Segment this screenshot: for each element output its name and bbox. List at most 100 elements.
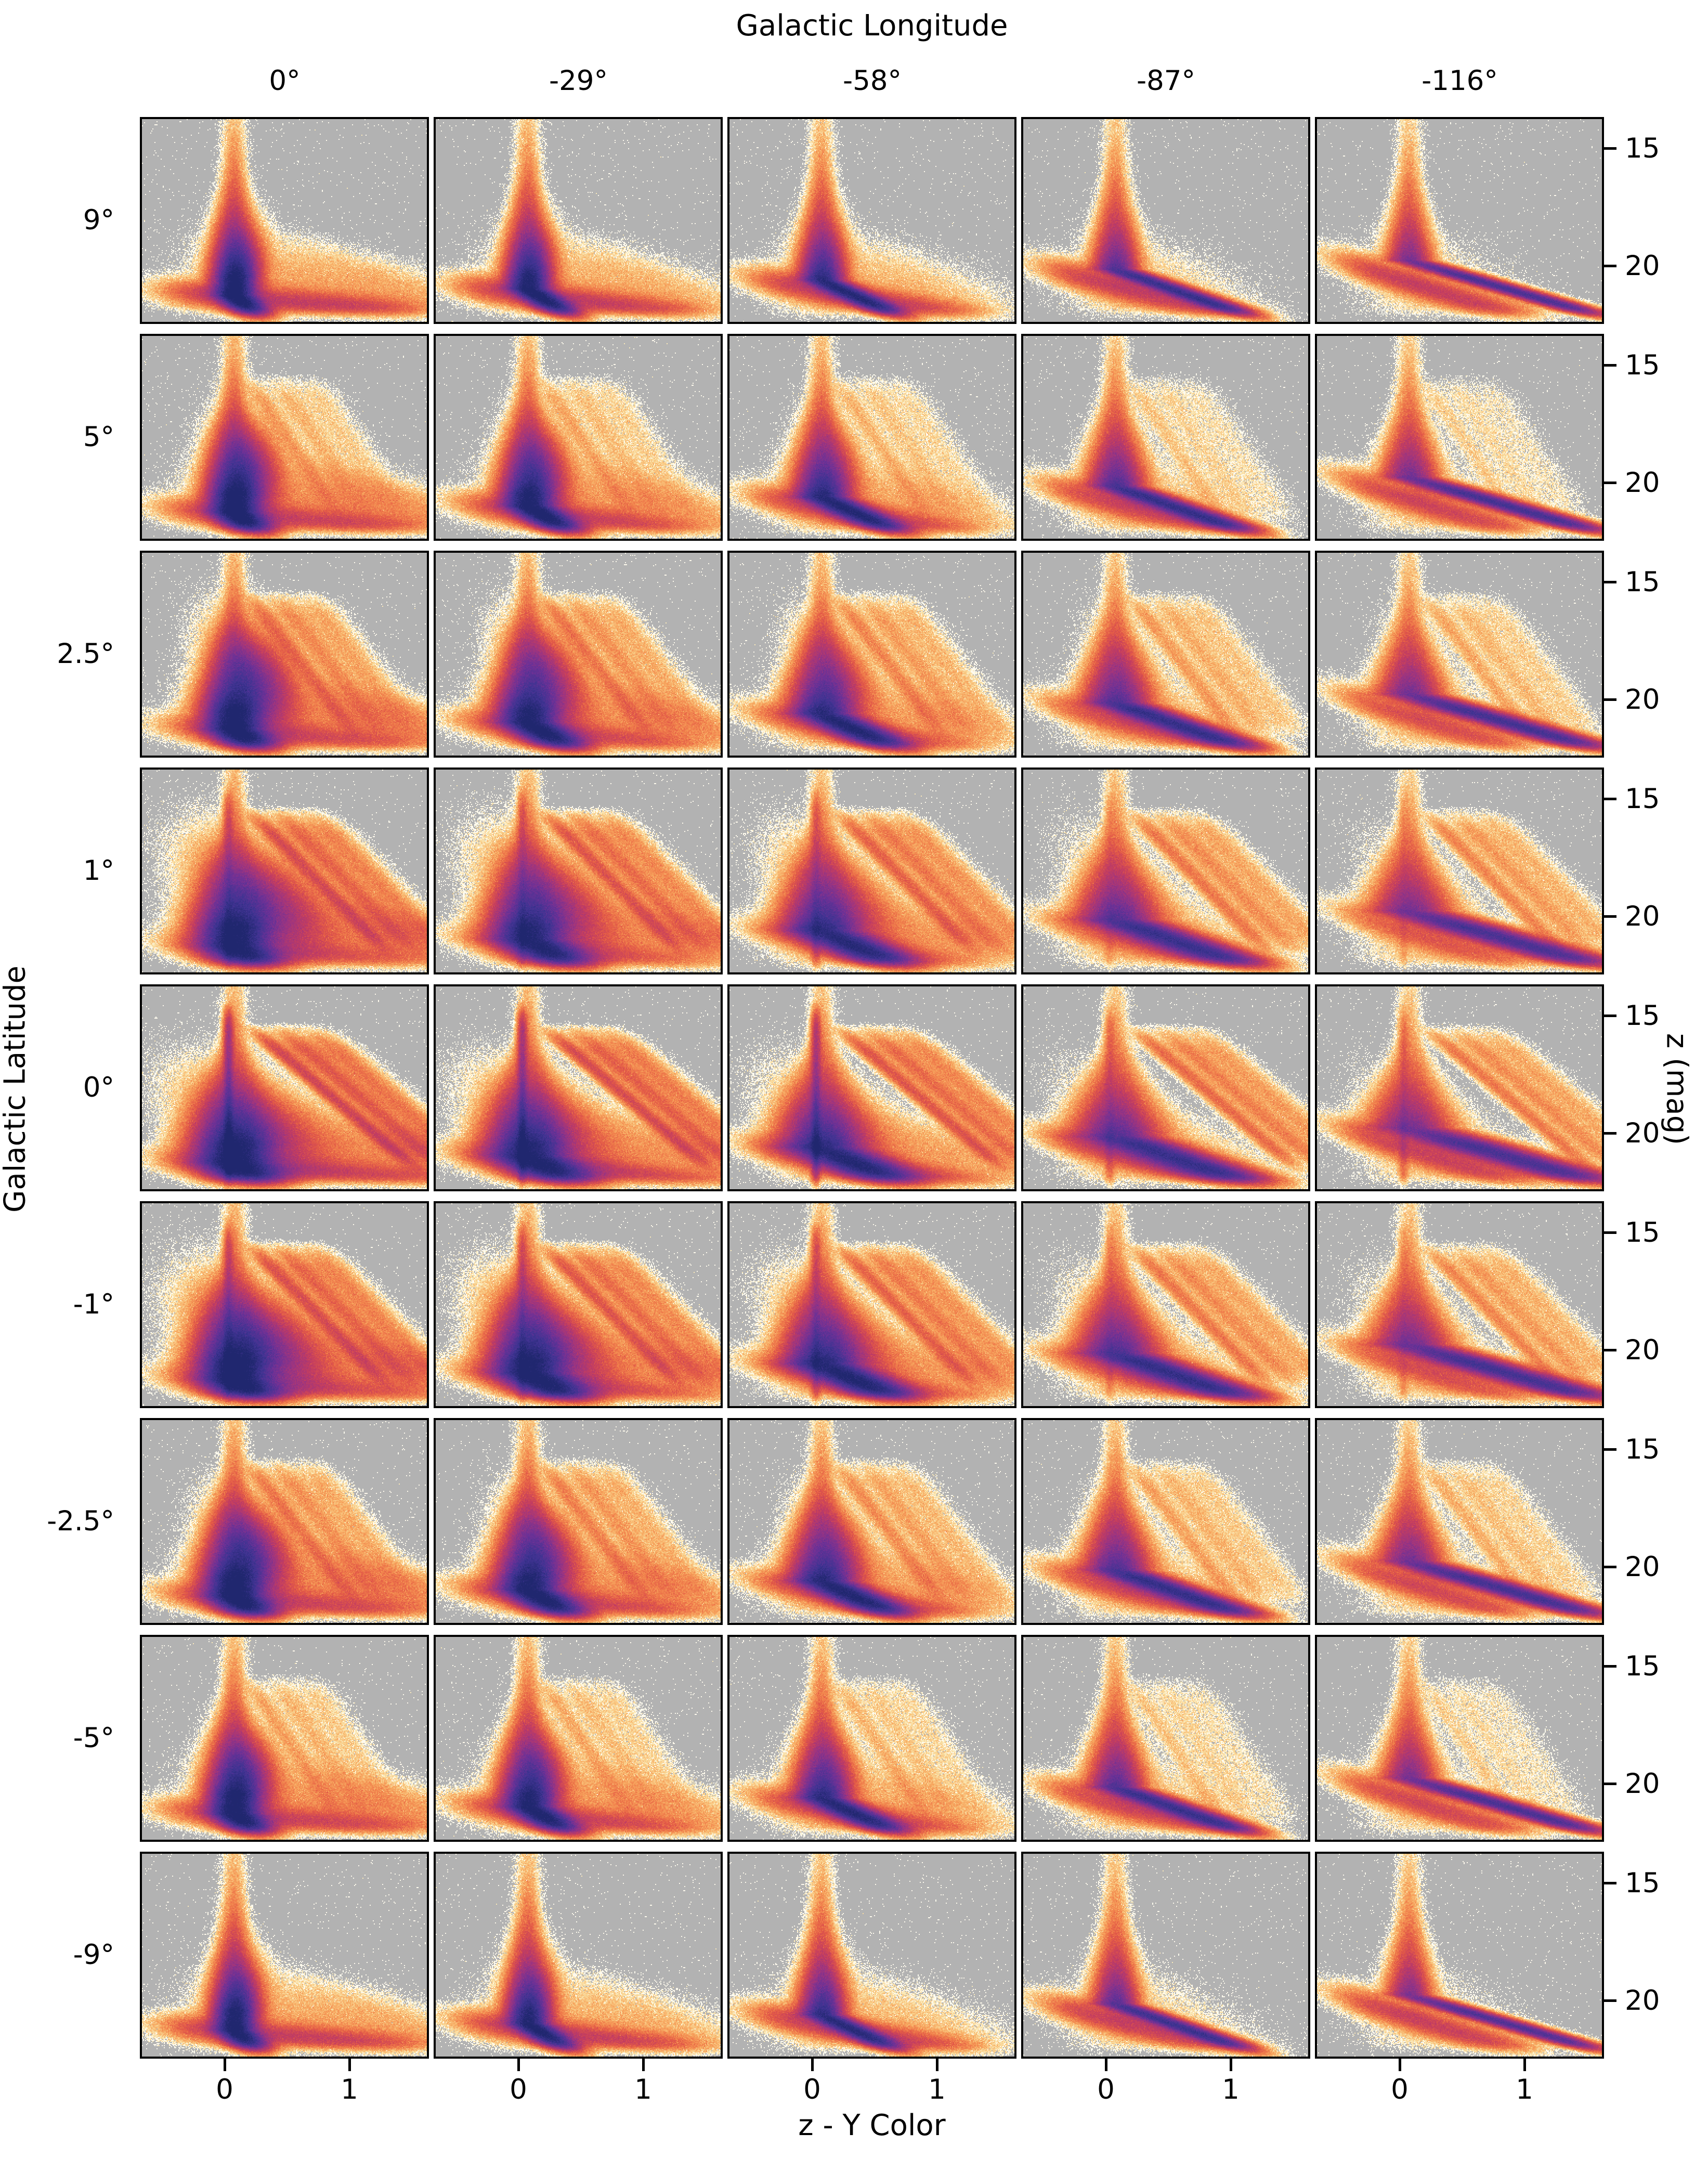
hess-density-canvas [436,336,721,539]
hess-density-canvas [142,553,427,756]
y-tick [1604,147,1616,150]
x-tick-label: 0 [510,2074,527,2105]
panel-lat0-lon-87 [1021,984,1310,1191]
hess-density-canvas [1317,1203,1602,1406]
panel-lat5-lon0 [140,334,429,541]
hess-density-canvas [436,553,721,756]
col-label-lon-58: -58° [842,65,902,97]
hess-density-canvas [142,336,427,539]
x-axis-label: z - Y Color [798,2109,946,2142]
panel-lat-5-lon0 [140,1635,429,1842]
y-tick-label: 20 [1625,684,1660,716]
hess-density-canvas [1317,1854,1602,2057]
panel-lat5-lon-58 [727,334,1016,541]
row-label-lat0: 0° [83,1072,114,1103]
hess-density-canvas [1317,770,1602,972]
hess-density-canvas [1023,1637,1308,1840]
y-tick [1604,1015,1616,1017]
row-label-lat-5: -5° [73,1722,114,1754]
y-tick-label: 15 [1625,1867,1660,1899]
panel-lat9-lon-116 [1315,117,1604,324]
y-tick [1604,1566,1616,1568]
x-tick-label: 0 [1097,2074,1115,2105]
y-tick-label: 20 [1625,1985,1660,2017]
hess-density-canvas [142,770,427,972]
panel-lat-2.5-lon-29 [434,1418,723,1625]
y-tick [1604,1882,1616,1884]
y-tick [1604,1448,1616,1451]
panel-lat-2.5-lon-116 [1315,1418,1604,1625]
col-label-lon-29: -29° [549,65,608,97]
hess-density-canvas [142,1420,427,1623]
panel-lat2.5-lon-116 [1315,551,1604,758]
hess-density-canvas [1023,1203,1308,1406]
x-tick [348,2059,351,2071]
panel-lat-1-lon-87 [1021,1201,1310,1408]
y-tick [1604,581,1616,583]
y-tick-label: 15 [1625,349,1660,381]
hess-density-canvas [729,1854,1014,2057]
y-tick-label: 20 [1625,1117,1660,1149]
panel-lat-9-lon-58 [727,1852,1016,2059]
panel-lat9-lon0 [140,117,429,324]
row-label-lat-1: -1° [73,1289,114,1320]
hess-density-canvas [436,1420,721,1623]
y-tick [1604,698,1616,701]
hess-density-canvas [729,1637,1014,1840]
hess-density-canvas [729,119,1014,322]
row-label-lat1: 1° [83,855,114,887]
col-label-lon-87: -87° [1136,65,1196,97]
panel-lat-9-lon-116 [1315,1852,1604,2059]
hess-density-canvas [1023,986,1308,1189]
panel-lat2.5-lon-87 [1021,551,1310,758]
panel-lat-1-lon-29 [434,1201,723,1408]
y-tick [1604,1231,1616,1234]
row-label-lat9: 9° [83,204,114,236]
x-tick-label: 0 [216,2074,233,2105]
x-tick-label: 1 [634,2074,652,2105]
x-tick-label: 1 [928,2074,946,2105]
left-axis-label: Galactic Latitude [0,966,32,1213]
hess-density-canvas [1317,1637,1602,1840]
y-tick-label: 15 [1625,566,1660,598]
y-tick-label: 15 [1625,783,1660,815]
panel-lat-2.5-lon-87 [1021,1418,1310,1625]
x-tick-label: 1 [1516,2074,1533,2105]
hess-density-canvas [436,1854,721,2057]
panel-lat-5-lon-29 [434,1635,723,1842]
hess-density-canvas [436,770,721,972]
panel-lat5-lon-116 [1315,334,1604,541]
panel-lat-9-lon-87 [1021,1852,1310,2059]
hess-density-canvas [1317,1420,1602,1623]
row-label-lat2.5: 2.5° [57,638,114,670]
x-tick-label: 0 [1391,2074,1409,2105]
panel-lat1-lon-116 [1315,768,1604,974]
x-tick [936,2059,938,2071]
panel-lat-5-lon-87 [1021,1635,1310,1842]
x-tick [1523,2059,1526,2071]
y-tick [1604,1999,1616,2002]
row-label-lat-9: -9° [73,1939,114,1971]
panel-lat1-lon-87 [1021,768,1310,974]
panel-lat1-lon-29 [434,768,723,974]
x-tick [1105,2059,1107,2071]
panel-lat-1-lon0 [140,1201,429,1408]
hess-density-canvas [1023,119,1308,322]
y-tick [1604,1132,1616,1135]
y-tick-label: 20 [1625,467,1660,499]
y-tick-label: 20 [1625,1768,1660,1800]
hess-density-canvas [729,986,1014,1189]
hess-density-canvas [1023,770,1308,972]
y-tick-label: 15 [1625,1217,1660,1248]
col-label-lon-116: -116° [1422,65,1498,97]
y-tick [1604,1783,1616,1785]
panel-lat5-lon-87 [1021,334,1310,541]
y-tick-label: 15 [1625,1000,1660,1032]
col-label-lon0: 0° [269,65,301,97]
x-tick [811,2059,814,2071]
hess-density-canvas [142,986,427,1189]
panel-lat-1-lon-58 [727,1201,1016,1408]
hess-density-canvas [1023,553,1308,756]
panel-lat1-lon-58 [727,768,1016,974]
